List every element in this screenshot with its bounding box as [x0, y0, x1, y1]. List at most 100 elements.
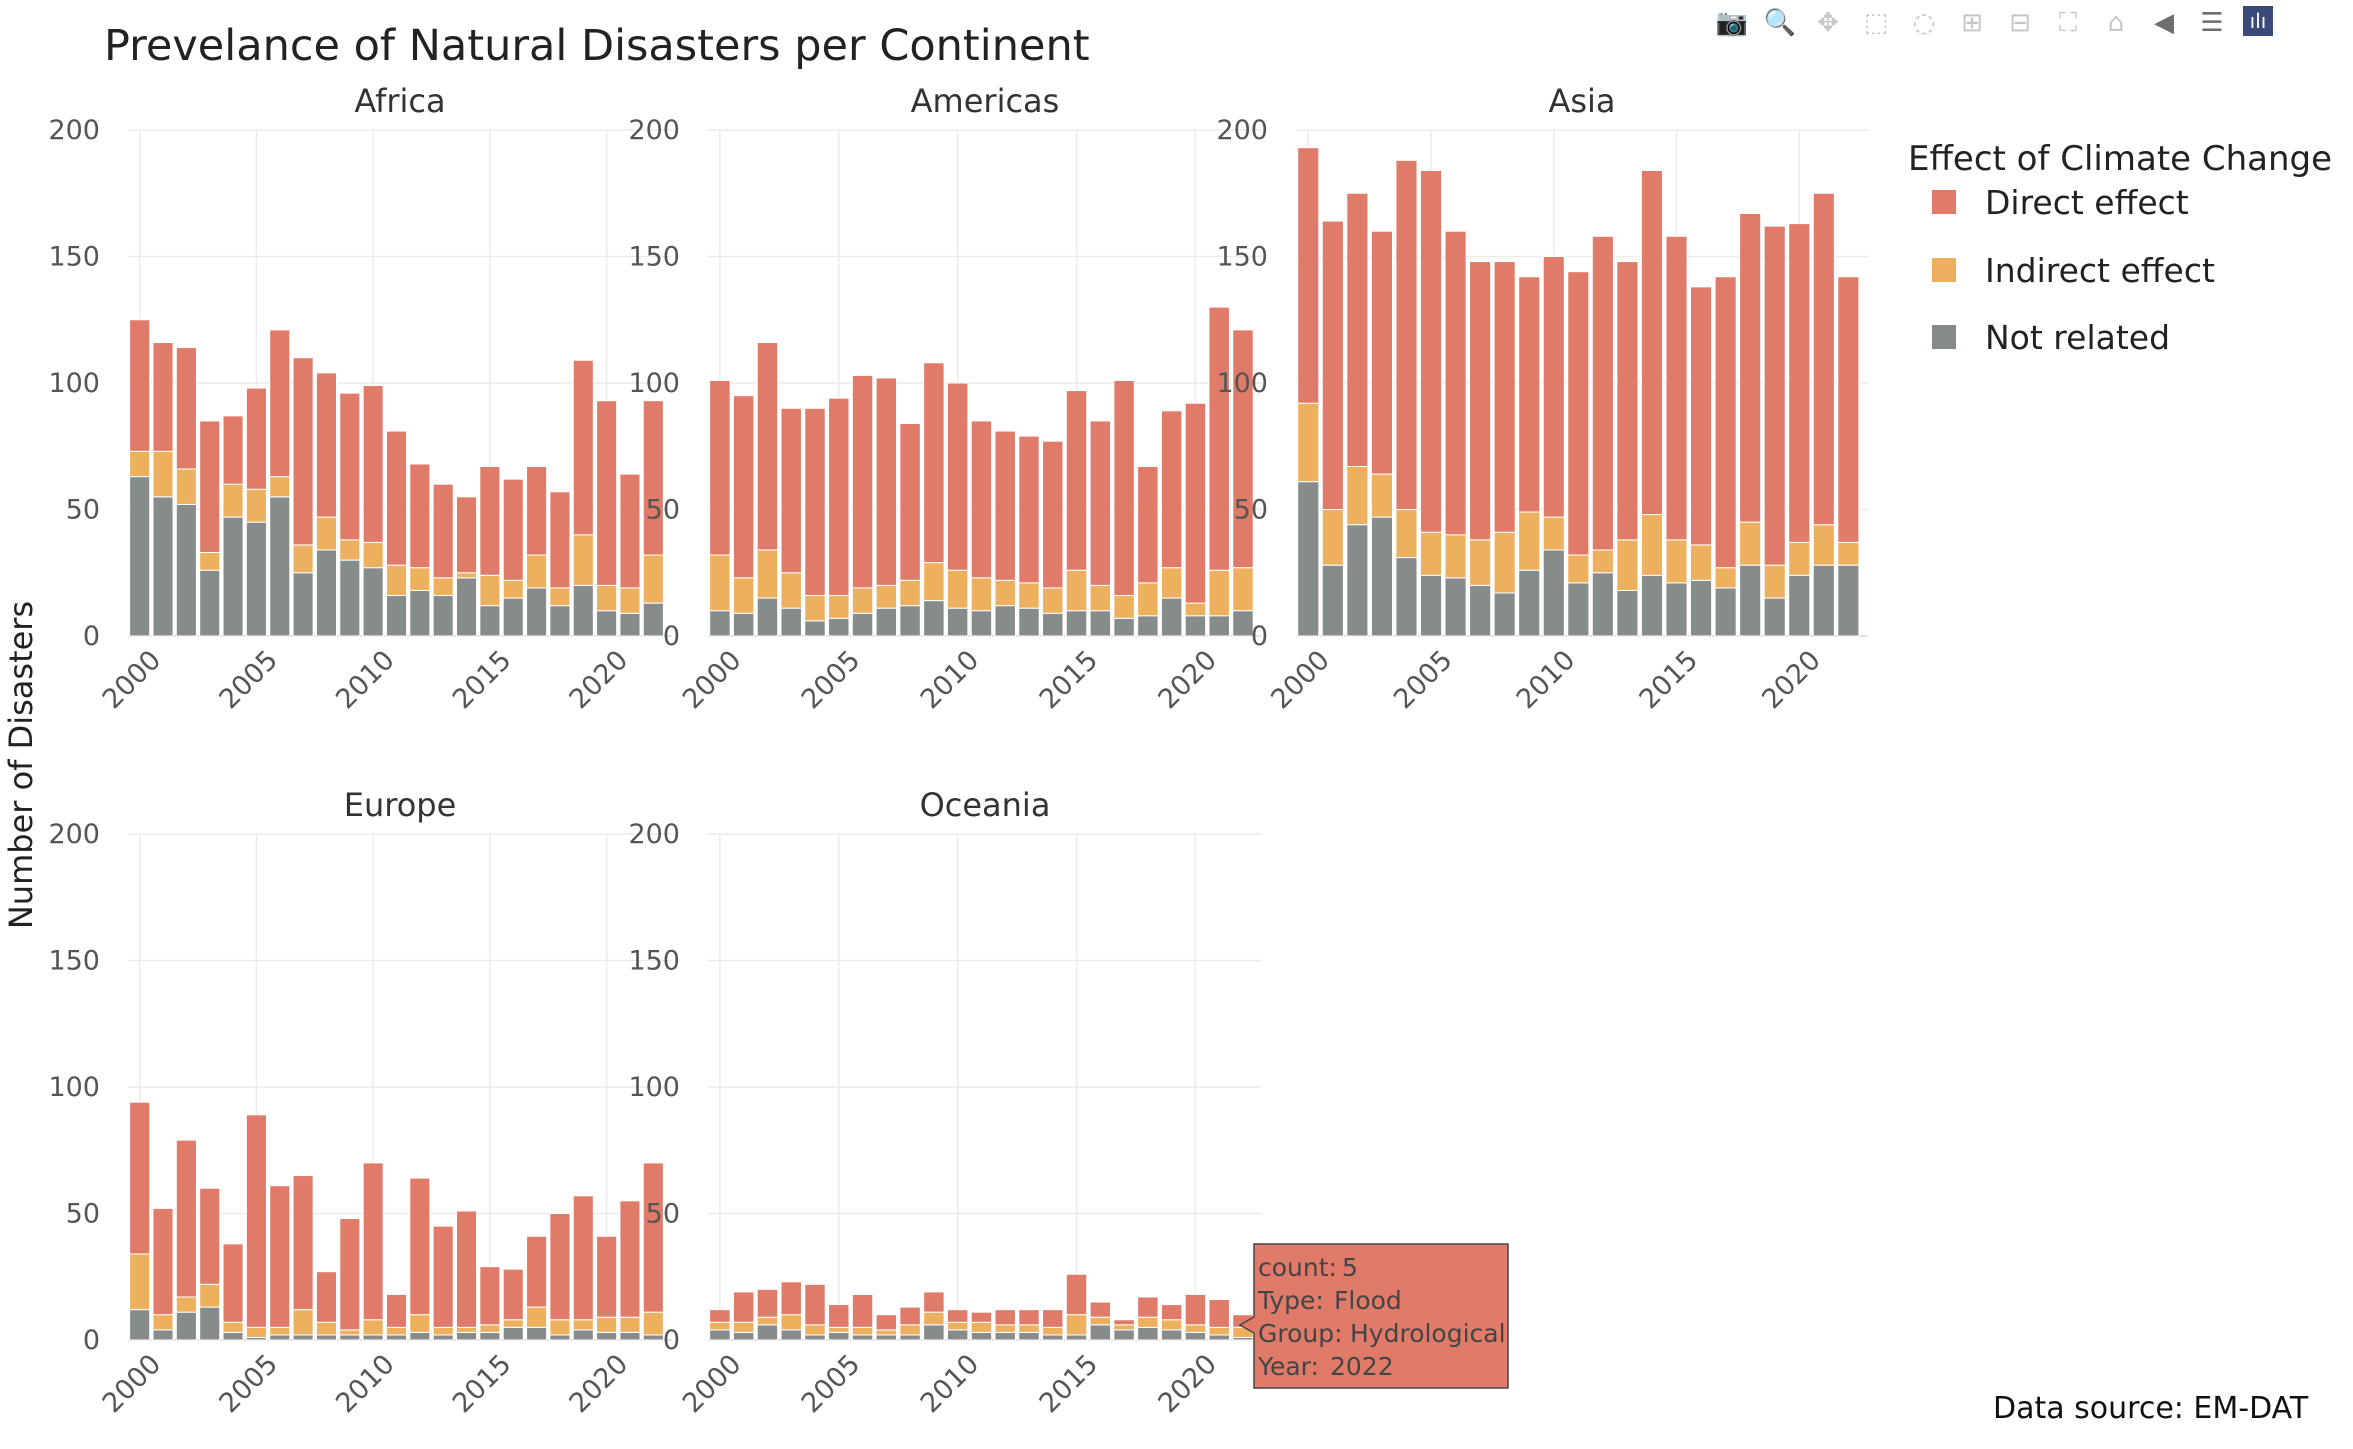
bar-asia-2003-direct-effect[interactable]: [1370, 230, 1393, 475]
bar-oceania-2002-direct-effect[interactable]: [756, 1288, 779, 1318]
bar-europe-2012-indirect-effect[interactable]: [409, 1314, 431, 1333]
bar-europe-2006-not-related[interactable]: [269, 1334, 291, 1341]
bar-oceania-2018-direct-effect[interactable]: [1137, 1296, 1159, 1318]
bar-oceania-2007-direct-effect[interactable]: [875, 1314, 898, 1331]
bar-africa-2007-indirect-effect[interactable]: [292, 544, 314, 574]
bar-africa-2017-not-related[interactable]: [526, 587, 548, 637]
bar-africa-2016-not-related[interactable]: [502, 597, 524, 637]
bar-oceania-2010-direct-effect[interactable]: [946, 1309, 969, 1323]
bar-europe-2007-not-related[interactable]: [292, 1334, 314, 1341]
bar-oceania-2018-indirect-effect[interactable]: [1137, 1316, 1159, 1328]
bar-europe-2017-not-related[interactable]: [526, 1326, 548, 1341]
bar-asia-2007-indirect-effect[interactable]: [1469, 539, 1492, 586]
bar-oceania-2014-not-related[interactable]: [1042, 1334, 1064, 1341]
bar-africa-2005-indirect-effect[interactable]: [245, 488, 267, 523]
bar-oceania-2020-indirect-effect[interactable]: [1184, 1324, 1207, 1333]
bar-africa-2006-indirect-effect[interactable]: [269, 476, 291, 498]
bar-oceania-2013-indirect-effect[interactable]: [1018, 1324, 1040, 1333]
bar-asia-2020-direct-effect[interactable]: [1788, 223, 1811, 543]
bar-europe-2011-direct-effect[interactable]: [385, 1293, 408, 1328]
bar-africa-2020-direct-effect[interactable]: [596, 400, 618, 586]
bar-asia-2006-not-related[interactable]: [1444, 577, 1467, 637]
bar-oceania-2003-direct-effect[interactable]: [780, 1281, 802, 1316]
bar-asia-2005-direct-effect[interactable]: [1419, 169, 1443, 533]
bar-oceania-2002-not-related[interactable]: [756, 1324, 779, 1341]
reset-axes-icon[interactable]: ⌂: [2107, 8, 2125, 38]
bar-africa-2004-not-related[interactable]: [222, 516, 244, 637]
bar-americas-2014-not-related[interactable]: [1042, 612, 1064, 637]
bar-africa-2008-not-related[interactable]: [315, 549, 337, 637]
bar-americas-2021-not-related[interactable]: [1208, 615, 1230, 637]
bar-oceania-2000-direct-effect[interactable]: [709, 1309, 731, 1323]
bar-americas-2000-not-related[interactable]: [709, 610, 731, 637]
bar-africa-2012-indirect-effect[interactable]: [409, 567, 431, 591]
bar-oceania-2016-direct-effect[interactable]: [1089, 1301, 1112, 1318]
bar-asia-2014-direct-effect[interactable]: [1640, 169, 1664, 516]
bar-europe-2007-direct-effect[interactable]: [292, 1175, 314, 1311]
bar-americas-2022-direct-effect[interactable]: [1232, 329, 1254, 569]
bar-europe-2003-direct-effect[interactable]: [199, 1187, 221, 1285]
bar-americas-2004-not-related[interactable]: [804, 620, 826, 637]
bar-americas-2011-direct-effect[interactable]: [970, 420, 993, 579]
bar-africa-2001-direct-effect[interactable]: [152, 342, 174, 452]
bar-africa-2003-indirect-effect[interactable]: [199, 552, 221, 571]
bar-americas-2002-indirect-effect[interactable]: [756, 549, 779, 599]
bar-europe-2000-not-related[interactable]: [129, 1309, 151, 1341]
bar-oceania-2001-indirect-effect[interactable]: [732, 1321, 755, 1333]
bar-africa-2017-indirect-effect[interactable]: [526, 554, 548, 589]
bar-europe-2012-not-related[interactable]: [409, 1331, 431, 1341]
bar-europe-2008-direct-effect[interactable]: [315, 1271, 337, 1323]
bar-africa-2002-indirect-effect[interactable]: [175, 468, 197, 505]
bar-asia-2002-indirect-effect[interactable]: [1346, 465, 1369, 526]
bar-asia-2014-indirect-effect[interactable]: [1640, 514, 1664, 576]
bar-africa-2003-direct-effect[interactable]: [199, 420, 221, 554]
bar-americas-2016-indirect-effect[interactable]: [1089, 584, 1112, 612]
bar-oceania-2009-indirect-effect[interactable]: [923, 1311, 945, 1326]
bar-asia-2000-not-related[interactable]: [1297, 481, 1320, 637]
bar-asia-2003-indirect-effect[interactable]: [1370, 473, 1393, 518]
bar-europe-2013-indirect-effect[interactable]: [432, 1326, 454, 1336]
bar-americas-2011-indirect-effect[interactable]: [970, 577, 993, 612]
bar-oceania-2019-indirect-effect[interactable]: [1160, 1319, 1183, 1331]
bar-americas-2004-indirect-effect[interactable]: [804, 595, 826, 622]
bar-oceania-2019-direct-effect[interactable]: [1160, 1304, 1183, 1321]
bar-americas-2020-indirect-effect[interactable]: [1184, 602, 1207, 617]
bar-africa-2005-not-related[interactable]: [245, 521, 267, 637]
bar-africa-2001-indirect-effect[interactable]: [152, 450, 174, 498]
bar-europe-2012-direct-effect[interactable]: [409, 1177, 431, 1316]
bar-americas-2005-not-related[interactable]: [828, 617, 850, 637]
bar-americas-2010-direct-effect[interactable]: [946, 382, 969, 571]
bar-africa-2016-direct-effect[interactable]: [502, 478, 524, 581]
bar-africa-2011-indirect-effect[interactable]: [385, 564, 408, 597]
bar-asia-2002-not-related[interactable]: [1346, 524, 1369, 637]
bar-asia-2015-not-related[interactable]: [1665, 582, 1688, 637]
bar-europe-2018-indirect-effect[interactable]: [549, 1319, 571, 1336]
bar-americas-2001-direct-effect[interactable]: [732, 395, 755, 579]
bar-oceania-2008-direct-effect[interactable]: [899, 1306, 921, 1326]
box-select-icon[interactable]: ⬚: [1863, 8, 1889, 38]
bar-oceania-2005-indirect-effect[interactable]: [828, 1326, 850, 1333]
bar-oceania-2014-indirect-effect[interactable]: [1042, 1326, 1064, 1336]
legend-item-direct[interactable]: Direct effect: [1932, 183, 2189, 222]
bar-asia-2002-direct-effect[interactable]: [1346, 192, 1369, 467]
bar-americas-2013-not-related[interactable]: [1018, 607, 1040, 637]
bar-asia-2010-direct-effect[interactable]: [1542, 256, 1565, 518]
bar-asia-2004-indirect-effect[interactable]: [1395, 509, 1418, 559]
bar-europe-2018-direct-effect[interactable]: [549, 1213, 571, 1321]
bar-oceania-2003-not-related[interactable]: [780, 1329, 802, 1341]
bar-asia-2019-not-related[interactable]: [1763, 597, 1786, 637]
bar-americas-2008-indirect-effect[interactable]: [899, 579, 921, 607]
bar-oceania-2019-not-related[interactable]: [1160, 1329, 1183, 1341]
bar-europe-2016-indirect-effect[interactable]: [502, 1319, 524, 1328]
bar-asia-2009-not-related[interactable]: [1518, 569, 1541, 637]
bar-europe-2010-not-related[interactable]: [362, 1334, 384, 1341]
bar-asia-2011-not-related[interactable]: [1567, 582, 1590, 637]
bar-americas-2018-not-related[interactable]: [1137, 615, 1159, 637]
bar-africa-2009-direct-effect[interactable]: [339, 392, 361, 541]
bar-asia-2009-indirect-effect[interactable]: [1518, 511, 1541, 571]
bar-africa-2009-indirect-effect[interactable]: [339, 539, 361, 561]
bar-africa-2001-not-related[interactable]: [152, 496, 174, 637]
bar-africa-2013-direct-effect[interactable]: [432, 483, 454, 579]
bar-oceania-2000-indirect-effect[interactable]: [709, 1321, 731, 1331]
